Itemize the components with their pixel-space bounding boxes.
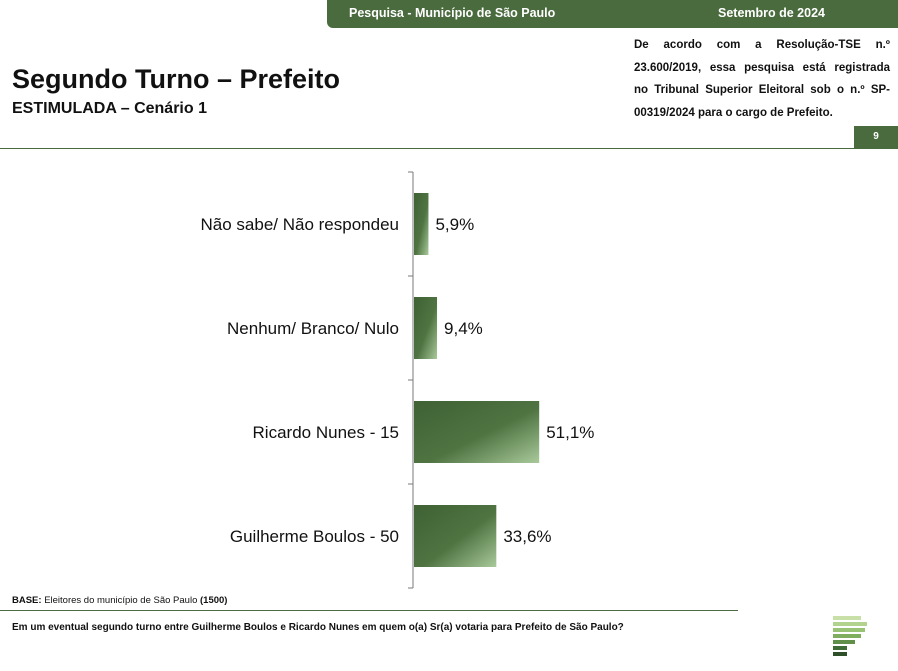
bar <box>414 401 540 463</box>
bar <box>414 193 429 255</box>
base-sample-size: (1500) <box>200 595 228 606</box>
data-label: 33,6% <box>503 527 551 546</box>
registration-line: no Tribunal Superior Eleitoral sob o n.º… <box>634 84 890 97</box>
category-label: Não sabe/ Não respondeu <box>201 215 399 234</box>
category-label: Nenhum/ Branco/ Nulo <box>227 319 399 338</box>
survey-date: Setembro de 2024 <box>718 6 825 20</box>
header-divider <box>0 148 898 149</box>
data-label: 51,1% <box>546 423 594 442</box>
header-bar: Pesquisa - Município de São Paulo Setemb… <box>327 0 898 28</box>
sample-base: BASE: Eleitores do município de São Paul… <box>12 595 227 606</box>
bar-chart: Não sabe/ Não respondeu 5,9% Nenhum/ Branc… <box>201 171 594 589</box>
page-number: 9 <box>854 126 898 148</box>
base-label: BASE: <box>12 595 42 606</box>
survey-question: Em um eventual segundo turno entre Guilh… <box>12 622 624 633</box>
footer-divider <box>0 610 738 611</box>
data-label: 5,9% <box>435 215 474 234</box>
page-subtitle: ESTIMULADA – Cenário 1 <box>12 100 207 117</box>
category-label: Guilherme Boulos - 50 <box>230 527 399 546</box>
page-title: Segundo Turno – Prefeito <box>12 64 341 94</box>
data-label: 9,4% <box>444 319 483 338</box>
category-label: Ricardo Nunes - 15 <box>253 423 399 442</box>
institute-logo-icon <box>833 616 867 656</box>
registration-note: De acordo com a Resolução-TSE n.º 23.600… <box>634 34 890 124</box>
registration-line: 23.600/2019, essa pesquisa está registra… <box>634 61 890 74</box>
bar <box>414 505 497 567</box>
bar <box>414 297 438 359</box>
survey-title: Pesquisa - Município de São Paulo <box>349 6 556 20</box>
registration-line: De acordo com a Resolução-TSE n.º <box>634 39 890 51</box>
base-text: Eleitores do município de São Paulo <box>44 595 198 606</box>
registration-line: 00319/2024 para o cargo de Prefeito. <box>634 106 833 119</box>
